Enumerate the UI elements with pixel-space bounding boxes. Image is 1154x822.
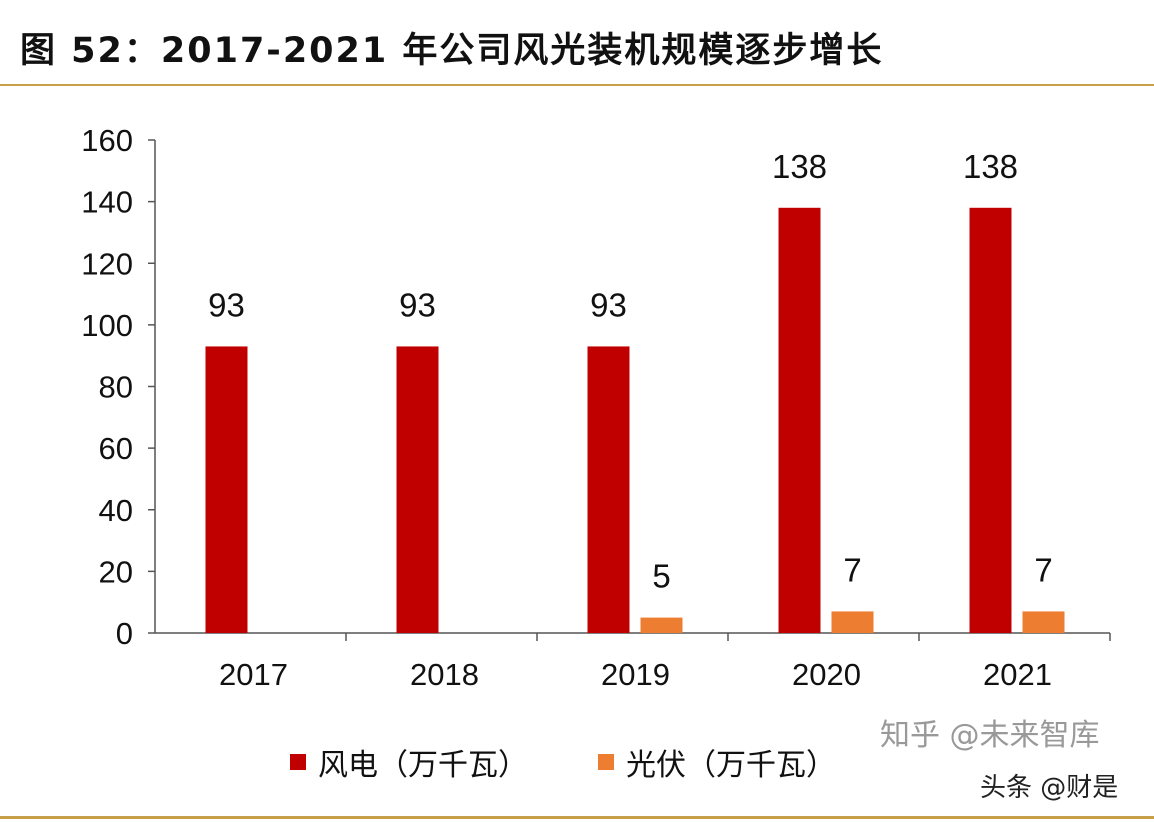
y-tick-label: 140	[81, 185, 133, 220]
legend-swatch	[290, 754, 306, 770]
watermark: 知乎 @未来智库	[880, 718, 1100, 753]
data-label: 93	[208, 286, 245, 323]
bottom-divider	[0, 816, 1154, 819]
bar-wind	[205, 346, 248, 633]
bar-solar	[1022, 611, 1065, 633]
data-label: 93	[399, 286, 436, 323]
bar-wind	[969, 207, 1012, 633]
x-tick-label: 2017	[219, 657, 288, 692]
y-tick-label: 20	[99, 554, 133, 589]
legend-label: 风电（万千瓦）	[318, 748, 528, 783]
bar-wind	[587, 346, 630, 633]
y-tick-label: 0	[116, 616, 133, 651]
title-divider	[0, 84, 1154, 86]
data-label: 138	[963, 148, 1018, 185]
y-tick-label: 80	[99, 370, 133, 405]
x-tick-label: 2018	[410, 657, 479, 692]
y-tick-label: 120	[81, 246, 133, 281]
bar-solar	[831, 611, 874, 633]
data-label: 7	[1034, 551, 1052, 588]
bar-wind	[396, 346, 439, 633]
data-label: 5	[652, 558, 670, 595]
y-tick-label: 60	[99, 431, 133, 466]
data-label: 138	[772, 148, 827, 185]
legend-item: 光伏（万千瓦）	[598, 740, 836, 784]
legend-label: 光伏（万千瓦）	[626, 748, 836, 783]
x-tick-label: 2019	[601, 657, 670, 692]
x-tick-label: 2020	[792, 657, 861, 692]
data-label: 93	[590, 286, 627, 323]
data-label: 7	[843, 551, 861, 588]
watermark-secondary: 头条 @财是	[980, 773, 1119, 803]
x-tick-label: 2021	[983, 657, 1052, 692]
chart-title: 图 52：2017-2021 年公司风光装机规模逐步增长	[20, 31, 884, 71]
legend: 风电（万千瓦） 光伏（万千瓦）	[290, 740, 836, 784]
y-tick-label: 40	[99, 493, 133, 528]
legend-swatch	[598, 754, 614, 770]
bar-solar	[640, 617, 683, 633]
y-tick-label: 160	[81, 123, 133, 158]
y-tick-label: 100	[81, 308, 133, 343]
legend-item: 风电（万千瓦）	[290, 740, 528, 784]
bar-wind	[778, 207, 821, 633]
